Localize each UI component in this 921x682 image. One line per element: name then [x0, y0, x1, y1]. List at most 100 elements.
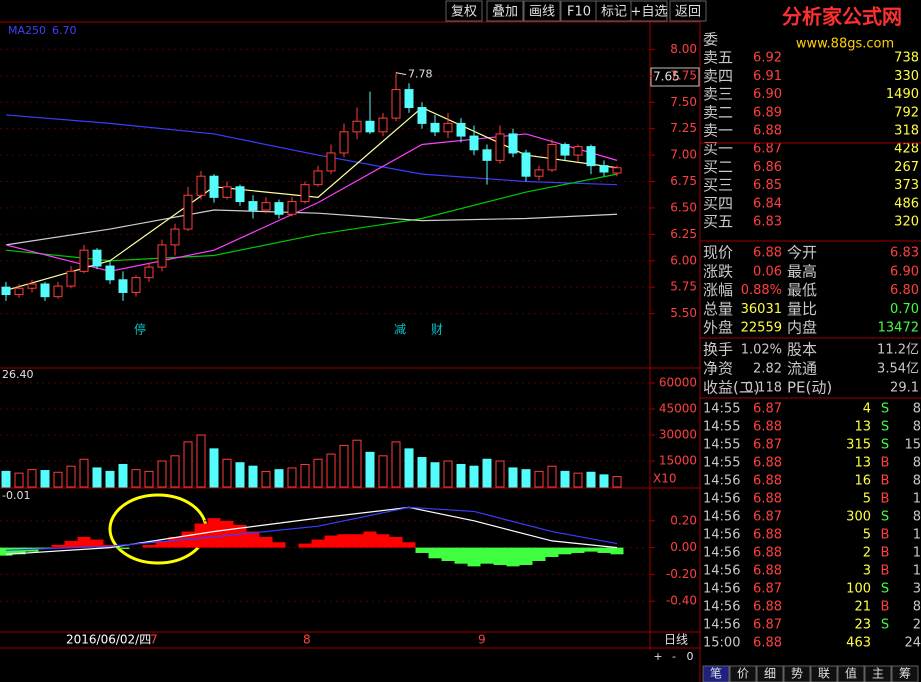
tab-label[interactable]: 筹 — [899, 667, 911, 681]
volume-bar — [170, 455, 180, 488]
toolbar-label[interactable]: 返回 — [675, 5, 701, 20]
tab[interactable] — [729, 665, 757, 682]
volume-bar — [27, 469, 37, 488]
x-axis-label: 2016/06/02/四 — [66, 633, 151, 647]
x-axis-label: 8 — [303, 633, 311, 647]
toolbar-button[interactable] — [630, 0, 668, 22]
quote-value: 1.02% — [741, 343, 782, 358]
tab-label[interactable]: 联 — [818, 667, 830, 681]
toolbar-label[interactable]: +自选 — [631, 5, 668, 20]
candle-body — [183, 194, 193, 230]
quote-value: 6.90 — [890, 264, 919, 279]
tick-time: 15:00 — [703, 636, 740, 651]
toolbar-label[interactable]: 复权 — [451, 4, 477, 20]
candle-body — [469, 135, 479, 151]
macd-bar — [350, 534, 364, 548]
toolbar-label[interactable]: F10 — [567, 5, 591, 20]
candle-body — [131, 277, 141, 293]
volume-bar — [1, 470, 11, 488]
candle-body — [157, 244, 167, 268]
toolbar-label[interactable]: 画线 — [529, 5, 555, 20]
ma-name: MA250 — [8, 24, 46, 37]
volume-bar — [222, 458, 232, 488]
tick-time: 14:56 — [703, 474, 740, 489]
macd-bar — [324, 535, 338, 548]
y-tick-label: 6.75 — [670, 174, 697, 188]
tab-label[interactable]: 笔 — [710, 666, 722, 681]
candle-body — [196, 175, 206, 196]
tab-label[interactable]: 价 — [737, 667, 749, 681]
tick-time: 14:56 — [703, 582, 740, 597]
y-tick-label: -0.20 — [666, 567, 697, 581]
toolbar-button[interactable] — [486, 0, 524, 22]
tick-volume: 100 — [846, 582, 871, 597]
tick-volume: 300 — [846, 510, 871, 525]
candle-body — [66, 270, 76, 287]
tick-volume: 3 — [863, 564, 871, 579]
tick-volume: 315 — [846, 438, 871, 453]
tab[interactable] — [810, 665, 838, 682]
candle-body — [235, 186, 245, 203]
candle-body — [27, 283, 37, 289]
zoom-button[interactable]: 0 — [687, 650, 694, 663]
tab[interactable] — [783, 665, 811, 682]
tick-price: 6.87 — [753, 618, 782, 633]
tab[interactable] — [864, 665, 892, 682]
zoom-button[interactable]: + — [653, 650, 662, 663]
macd-bar — [441, 547, 455, 562]
y-tick-label: 6.00 — [670, 253, 697, 267]
macd-bar — [402, 542, 416, 548]
candle-body — [547, 144, 557, 171]
tick-volume: 4 — [863, 402, 871, 417]
candle-body — [534, 169, 544, 177]
tick-side: B — [881, 546, 890, 561]
quote-value: 6.83 — [890, 246, 919, 261]
tab[interactable] — [702, 665, 730, 682]
candle-body — [248, 201, 258, 211]
tick-price: 6.88 — [753, 474, 782, 489]
candle-body — [326, 152, 336, 172]
zoom-button[interactable]: - — [672, 650, 676, 663]
macd-bar — [64, 540, 78, 548]
candle-body — [170, 228, 180, 246]
volume-bar — [66, 465, 76, 488]
toolbar-button[interactable] — [523, 0, 561, 22]
volume-bar — [235, 462, 245, 488]
macd-bar — [337, 534, 351, 548]
book-label: 卖五 — [703, 49, 733, 67]
tick-time: 14:55 — [703, 420, 740, 435]
macd-bar — [0, 547, 13, 556]
tab-label[interactable]: 值 — [845, 666, 857, 681]
tick-time: 14:56 — [703, 564, 740, 579]
high-pointer — [395, 72, 407, 76]
event-marker: 停 — [134, 322, 146, 337]
book-label: 卖四 — [703, 67, 733, 85]
tab-label[interactable]: 细 — [764, 667, 776, 681]
macd-bar — [467, 547, 481, 567]
ma-line — [5, 209, 618, 246]
macd-bar — [155, 540, 169, 548]
volume-bar — [547, 465, 557, 488]
tick-volume: 16 — [854, 474, 871, 489]
y-tick-label: 45000 — [659, 402, 697, 416]
macd-bar — [77, 536, 91, 548]
toolbar-button[interactable] — [445, 0, 483, 22]
macd-bar — [272, 542, 286, 548]
toolbar-label[interactable]: 叠加 — [492, 5, 518, 20]
quote-label: 股本 — [787, 341, 817, 359]
tick-side: S — [881, 618, 889, 633]
candle-body — [573, 146, 583, 156]
book-label: 买二 — [703, 158, 733, 176]
tab[interactable] — [756, 665, 784, 682]
macd-bar — [116, 547, 130, 549]
tab-label[interactable]: 势 — [791, 667, 803, 681]
tab[interactable] — [891, 665, 919, 682]
tick-price: 6.88 — [753, 492, 782, 507]
tab[interactable] — [837, 665, 865, 682]
toolbar-button[interactable] — [669, 0, 707, 22]
y-tick-label: 60000 — [659, 376, 697, 390]
tab-label[interactable]: 主 — [872, 667, 884, 681]
x-axis-label[interactable]: 日线 — [664, 633, 688, 647]
candle-body — [482, 149, 492, 161]
toolbar-label[interactable]: 标记 — [601, 5, 627, 20]
